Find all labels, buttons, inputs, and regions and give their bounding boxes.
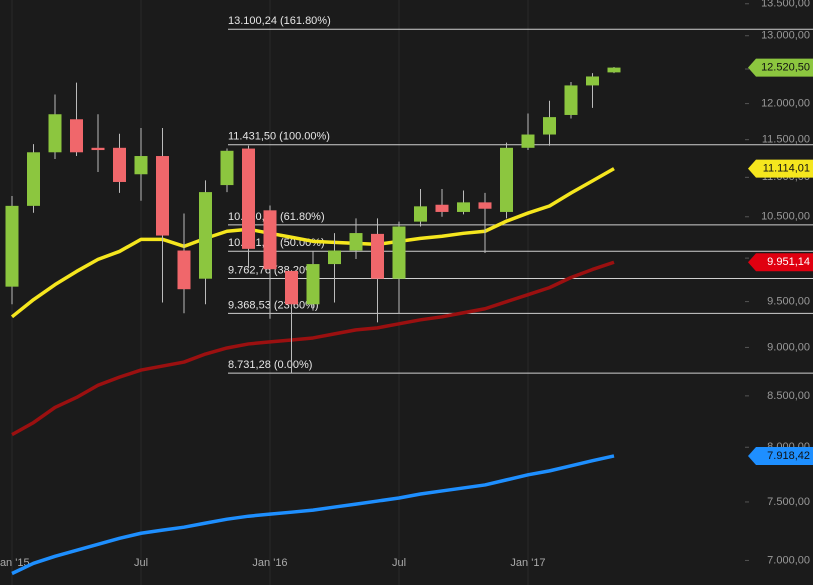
y-tick-label: 13.000,00 bbox=[761, 30, 810, 42]
candle-body bbox=[199, 192, 212, 279]
y-tick-label: 8.500,00 bbox=[767, 390, 810, 402]
candle-body bbox=[113, 147, 126, 182]
candle-body bbox=[27, 152, 40, 206]
value-tag: 11.114,01 bbox=[748, 159, 813, 178]
candle-body bbox=[91, 147, 105, 151]
x-tick-label: Jan '16 bbox=[252, 557, 287, 569]
candle-body bbox=[457, 202, 470, 212]
candle-body bbox=[156, 156, 169, 236]
y-tick-label: 11.500,00 bbox=[762, 134, 810, 146]
candle-body bbox=[5, 205, 19, 287]
candle-body bbox=[500, 147, 513, 212]
y-tick-label: 12.000,00 bbox=[761, 97, 810, 109]
moving-average bbox=[10, 167, 615, 319]
candle-body bbox=[177, 250, 191, 290]
candle-body bbox=[306, 264, 320, 305]
candle-body bbox=[48, 114, 62, 153]
candle-body bbox=[521, 134, 535, 148]
candle-body bbox=[414, 206, 427, 222]
candle-body bbox=[263, 210, 277, 270]
y-tick-label: 7.000,00 bbox=[767, 554, 810, 566]
value-tag-shape bbox=[748, 253, 813, 272]
value-tag-label: 11.114,01 bbox=[763, 163, 810, 175]
y-tick-label: 9.500,00 bbox=[767, 296, 810, 308]
x-tick-label: Jan '15 bbox=[0, 557, 30, 569]
candle-body bbox=[134, 156, 148, 175]
y-tick-label: 7.500,00 bbox=[767, 496, 810, 508]
value-tag: 7.918,42 bbox=[748, 446, 813, 465]
moving-average bbox=[11, 454, 615, 576]
candle-body bbox=[392, 226, 406, 279]
moving-average bbox=[11, 260, 615, 437]
x-tick-label: Jul bbox=[392, 557, 406, 569]
candle-body bbox=[564, 85, 578, 115]
fib-label: 9.368,53 (23.60%) bbox=[228, 299, 319, 311]
candle-body bbox=[607, 67, 621, 73]
candle-body bbox=[371, 233, 384, 279]
candle-body bbox=[285, 270, 298, 305]
y-tick-label: 10.500,00 bbox=[761, 211, 810, 223]
value-tag-shape bbox=[748, 159, 813, 178]
candle-body bbox=[349, 233, 363, 251]
candle-body bbox=[328, 250, 341, 265]
value-tag-label: 7.918,42 bbox=[767, 450, 810, 462]
value-tag-shape bbox=[748, 58, 813, 77]
value-tag: 9.951,14 bbox=[748, 253, 813, 272]
candle-body bbox=[543, 117, 556, 135]
x-tick-label: Jan '17 bbox=[510, 557, 545, 569]
value-tag-label: 9.951,14 bbox=[767, 256, 810, 268]
fib-label: 13.100,24 (161.80%) bbox=[228, 15, 331, 27]
y-tick-label: 13.500,00 bbox=[761, 0, 810, 10]
value-tag: 12.520,50 bbox=[748, 58, 813, 77]
candle-body bbox=[586, 76, 599, 86]
value-tag-shape bbox=[748, 446, 813, 465]
candle-body bbox=[242, 148, 255, 249]
y-tick-label: 9.000,00 bbox=[767, 341, 810, 353]
candle-body bbox=[435, 204, 449, 212]
candle-body bbox=[220, 150, 234, 186]
candle-body bbox=[70, 119, 83, 153]
candle-body bbox=[478, 202, 492, 209]
fib-label: 8.731,28 (0.00%) bbox=[228, 359, 312, 371]
fib-label: 11.431,50 (100.00%) bbox=[228, 131, 330, 143]
value-tag-label: 12.520,50 bbox=[761, 62, 810, 74]
x-tick-label: Jul bbox=[134, 557, 148, 569]
